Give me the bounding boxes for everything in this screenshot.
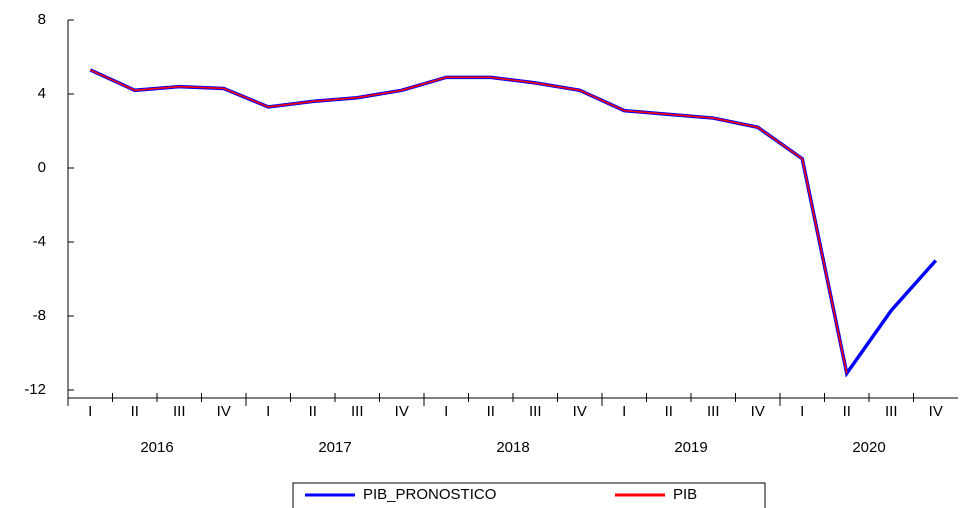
x-tick-label: IV (751, 403, 765, 420)
x-tick-label: I (622, 403, 626, 420)
x-tick-label: III (885, 403, 898, 420)
legend-box (292, 482, 766, 508)
series-line (89, 68, 938, 378)
legend-label: PIB_PRONOSTICO (363, 486, 496, 503)
series-line (89, 69, 848, 374)
y-tick-label: 8 (38, 11, 46, 28)
x-tick-label: II (665, 403, 673, 420)
x-tick-label: II (843, 403, 851, 420)
x-tick-label: III (529, 403, 542, 420)
legend-label: PIB (673, 486, 697, 503)
x-tick-label: III (173, 403, 186, 420)
x-tick-label: I (800, 403, 804, 420)
x-tick-label: IV (217, 403, 231, 420)
y-tick-label: -4 (33, 233, 46, 250)
x-tick-label: IV (395, 403, 409, 420)
x-tick-label: III (351, 403, 364, 420)
y-tick-label: 4 (38, 85, 46, 102)
x-tick-label: I (266, 403, 270, 420)
x-tick-label: II (131, 403, 139, 420)
x-tick-label: II (487, 403, 495, 420)
x-tick-label: IV (573, 403, 587, 420)
year-label: 2019 (674, 439, 707, 456)
y-tick-label: 0 (38, 159, 46, 176)
x-tick-label: I (444, 403, 448, 420)
x-tick-label: III (707, 403, 720, 420)
y-tick-label: -12 (24, 381, 46, 398)
year-label: 2018 (496, 439, 529, 456)
x-tick-label: II (309, 403, 317, 420)
year-label: 2016 (140, 439, 173, 456)
year-label: 2017 (318, 439, 351, 456)
y-tick-label: -8 (33, 307, 46, 324)
x-tick-label: IV (929, 403, 943, 420)
x-tick-label: I (88, 403, 92, 420)
year-label: 2020 (852, 439, 885, 456)
